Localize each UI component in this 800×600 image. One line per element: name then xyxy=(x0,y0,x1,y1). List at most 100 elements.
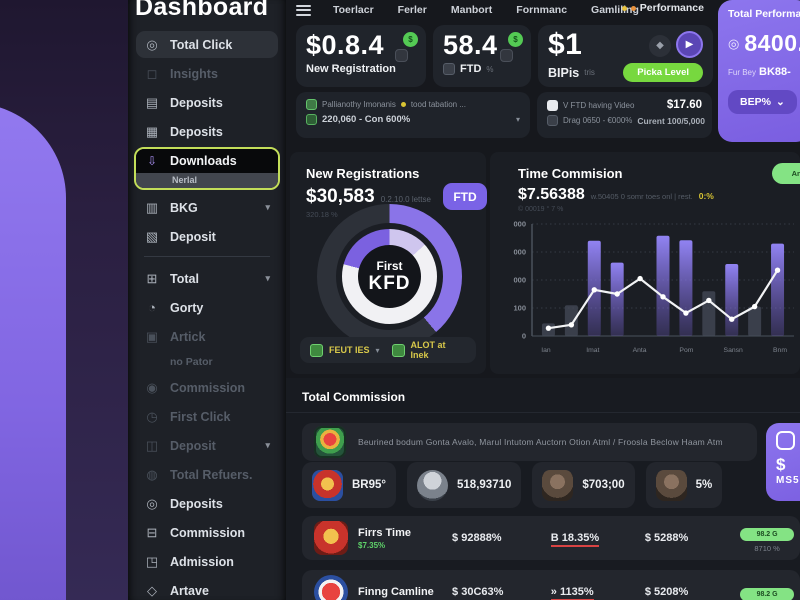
play-icon[interactable]: ▶ xyxy=(676,31,703,58)
sidebar-item-total-click[interactable]: ◎ Total Click xyxy=(136,31,278,58)
ftd-button[interactable]: FTD xyxy=(443,183,487,210)
info-text: Drag 0650 - €000% xyxy=(563,116,633,125)
donut-chart: First KFD xyxy=(317,204,462,349)
menu-icon[interactable] xyxy=(296,4,311,16)
sidebar-item-label: Admission xyxy=(170,554,234,569)
sidebar-item-bkg[interactable]: ▥ BKG ▾ xyxy=(136,194,278,221)
stat-value: $1 xyxy=(548,28,583,61)
sidebar-item-total-refuers[interactable]: ◍ Total Refuers. xyxy=(136,461,278,488)
nav-item-fornmanc[interactable]: Fornmanc xyxy=(516,4,568,16)
bep-dropdown-button[interactable]: BEP% ⌄ xyxy=(728,90,797,114)
brand-description: Beurined bodum Gonta Avalo, Marul Intuto… xyxy=(358,437,723,447)
nav-item-gamliling[interactable]: Gamliling xyxy=(591,4,639,16)
svg-text:Anta: Anta xyxy=(633,347,647,354)
sidebar-item-label: Total Refuers. xyxy=(170,467,253,482)
commission-side-card[interactable]: $ MS5 xyxy=(766,423,800,501)
document-icon: ▥ xyxy=(145,199,159,215)
panel-meta: 0.2.10.0 lettse xyxy=(380,195,431,204)
stat-chip-1[interactable]: BR95° xyxy=(302,462,397,508)
sidebar-item-deposits[interactable]: ▦ Deposits xyxy=(136,118,278,145)
stat-chip-2[interactable]: 518,93710 xyxy=(407,462,522,508)
card-icon: ▤ xyxy=(145,94,159,110)
table-row-finng-camline[interactable]: Finng Camline $ 30C63% » 1135% $ 5208% 98.2 … xyxy=(302,570,800,600)
stat-card-bipis[interactable]: $1 ◆ ▶ BIPis tris Picka Level xyxy=(538,25,713,87)
total-commission-section: Total Commission Beurined bodum Gonta Av… xyxy=(286,378,800,600)
panel-highlight: 0:% xyxy=(698,191,714,201)
chevron-down-icon[interactable]: ▾ xyxy=(375,345,380,355)
svg-text:100: 100 xyxy=(513,304,526,313)
side-card-value: $ xyxy=(776,455,786,474)
sidebar-item-commission[interactable]: ◉ Commission xyxy=(136,374,278,401)
nav-item-ferler[interactable]: Ferler xyxy=(397,4,427,16)
sidebar-item-downloads[interactable]: ⇩ Downloads Nerlal xyxy=(134,147,280,190)
wallet-icon: ◔ xyxy=(148,300,156,315)
chevron-down-icon[interactable]: ▾ xyxy=(515,115,520,124)
card-icon xyxy=(500,49,513,62)
sidebar-item-artick[interactable]: ▣ Artick xyxy=(136,323,278,350)
sidebar-item-label: Deposits xyxy=(170,124,223,139)
brand-description-card[interactable]: Beurined bodum Gonta Avalo, Marul Intuto… xyxy=(302,423,757,461)
svg-text:Bnm: Bnm xyxy=(773,347,787,354)
square-outline-icon xyxy=(776,431,795,450)
sidebar-item-label: Commission xyxy=(170,380,246,395)
sidebar-item-insights[interactable]: ◻ Insights xyxy=(136,60,278,87)
card-icon xyxy=(395,49,408,62)
stat-card-new-registration[interactable]: $0.8.4 $ New Registration xyxy=(296,25,426,87)
sidebar-item-first-click[interactable]: ◷ First Click xyxy=(136,403,278,430)
sidebar-item-artave[interactable]: ◇ Artave xyxy=(136,577,278,600)
svg-text:000: 000 xyxy=(513,248,526,257)
sidebar-subitem-nerlal[interactable]: Nerlal xyxy=(136,173,278,188)
status-dot-yellow xyxy=(621,5,627,11)
row-pill-block: 98.2 G 8710 % xyxy=(734,523,800,553)
stat-cards-row: $0.8.4 $ New Registration 58.4 $ FTD % $… xyxy=(296,25,713,87)
stat-chip-4[interactable]: 5% xyxy=(645,462,723,508)
row-col-amount: $ 30C63% xyxy=(452,586,504,598)
chevron-down-icon: ▾ xyxy=(265,202,270,212)
table-row-firrs-time[interactable]: Firrs Time $7.35% $ 92888% B 18.35% $ 5288% 9… xyxy=(302,516,800,560)
panel-title: New Registrations xyxy=(306,166,420,181)
pick-level-button[interactable]: Picka Level xyxy=(623,63,703,82)
nav-performance[interactable]: Performance xyxy=(621,2,704,14)
stat-label: BIPis tris Picka Level xyxy=(548,63,703,82)
status-dot-orange xyxy=(630,5,636,11)
sidebar-item-label: BKG xyxy=(170,200,198,215)
info-bar-left[interactable]: Pallianothy Imonanis tood tabation ... 2… xyxy=(296,92,530,138)
sidebar-item-deposits[interactable]: ▤ Deposits xyxy=(136,89,278,116)
stat-label: FTD % xyxy=(443,63,521,75)
legend-label-right[interactable]: ALOT at Inek xyxy=(410,340,446,360)
nav-items: Toerlacr Ferler Manbort Fornmanc Gamliling xyxy=(333,4,639,16)
panel-action-button[interactable]: Anbv xyxy=(772,163,800,184)
new-registrations-panel: New Registrations $30,583 0.2.10.0 letts… xyxy=(290,152,487,374)
sidebar-item-admission[interactable]: ◳ Admission xyxy=(136,548,278,575)
row-col-change: B 18.35% xyxy=(550,532,645,547)
sidebar-item-deposits[interactable]: ◎ Deposits xyxy=(136,490,278,517)
stat-card-ftd[interactable]: 58.4 $ FTD % xyxy=(433,25,531,87)
sidebar-item-no-pator[interactable]: no Pator xyxy=(136,352,278,372)
sidebar-item-deposit[interactable]: ▧ Deposit xyxy=(136,223,278,250)
legend-label-left[interactable]: FEUT IES xyxy=(329,345,370,355)
stat-value: 58.4 xyxy=(443,30,498,60)
info-bar-right[interactable]: V FTD having Video $17.60 Drag 0650 - €0… xyxy=(537,92,712,138)
total-performance-card: Total Performan ◎ 8400. Fur Bey BK88- BEP… xyxy=(718,0,800,142)
sidebar-item-deposit[interactable]: ◫ Deposit ▾ xyxy=(136,432,278,459)
sidebar-item-label: Deposit xyxy=(170,229,216,244)
sidebar-item-total[interactable]: ⊞ Total ▾ xyxy=(136,265,278,292)
game-logo xyxy=(314,521,348,555)
nav-item-toerlacr[interactable]: Toerlacr xyxy=(333,4,374,16)
stat-label: New Registration xyxy=(306,63,396,75)
sidebar-item-gorty[interactable]: ◔ Gorty xyxy=(136,294,278,321)
sidebar-item-commission[interactable]: ⊟ Commission xyxy=(136,519,278,546)
knight-avatar xyxy=(417,469,449,501)
stat-chip-3[interactable]: $703;00 xyxy=(532,462,635,508)
target-icon: ◎ xyxy=(146,495,158,511)
panel-title: Time Commision xyxy=(518,166,623,181)
target-icon: ◎ xyxy=(728,35,740,51)
top-nav: Toerlacr Ferler Manbort Fornmanc Gamliling P… xyxy=(296,2,800,18)
legend-swatch-icon xyxy=(391,343,405,357)
sidebar-item-label: First Click xyxy=(170,409,231,424)
chip-value: BR95° xyxy=(352,479,387,491)
layers-icon: ◫ xyxy=(145,437,159,453)
app-title: Dashboard xyxy=(135,0,269,21)
panel-meta: w.50405 0 somr toes onl | rest. xyxy=(590,192,693,201)
nav-item-manbort[interactable]: Manbort xyxy=(450,4,493,16)
